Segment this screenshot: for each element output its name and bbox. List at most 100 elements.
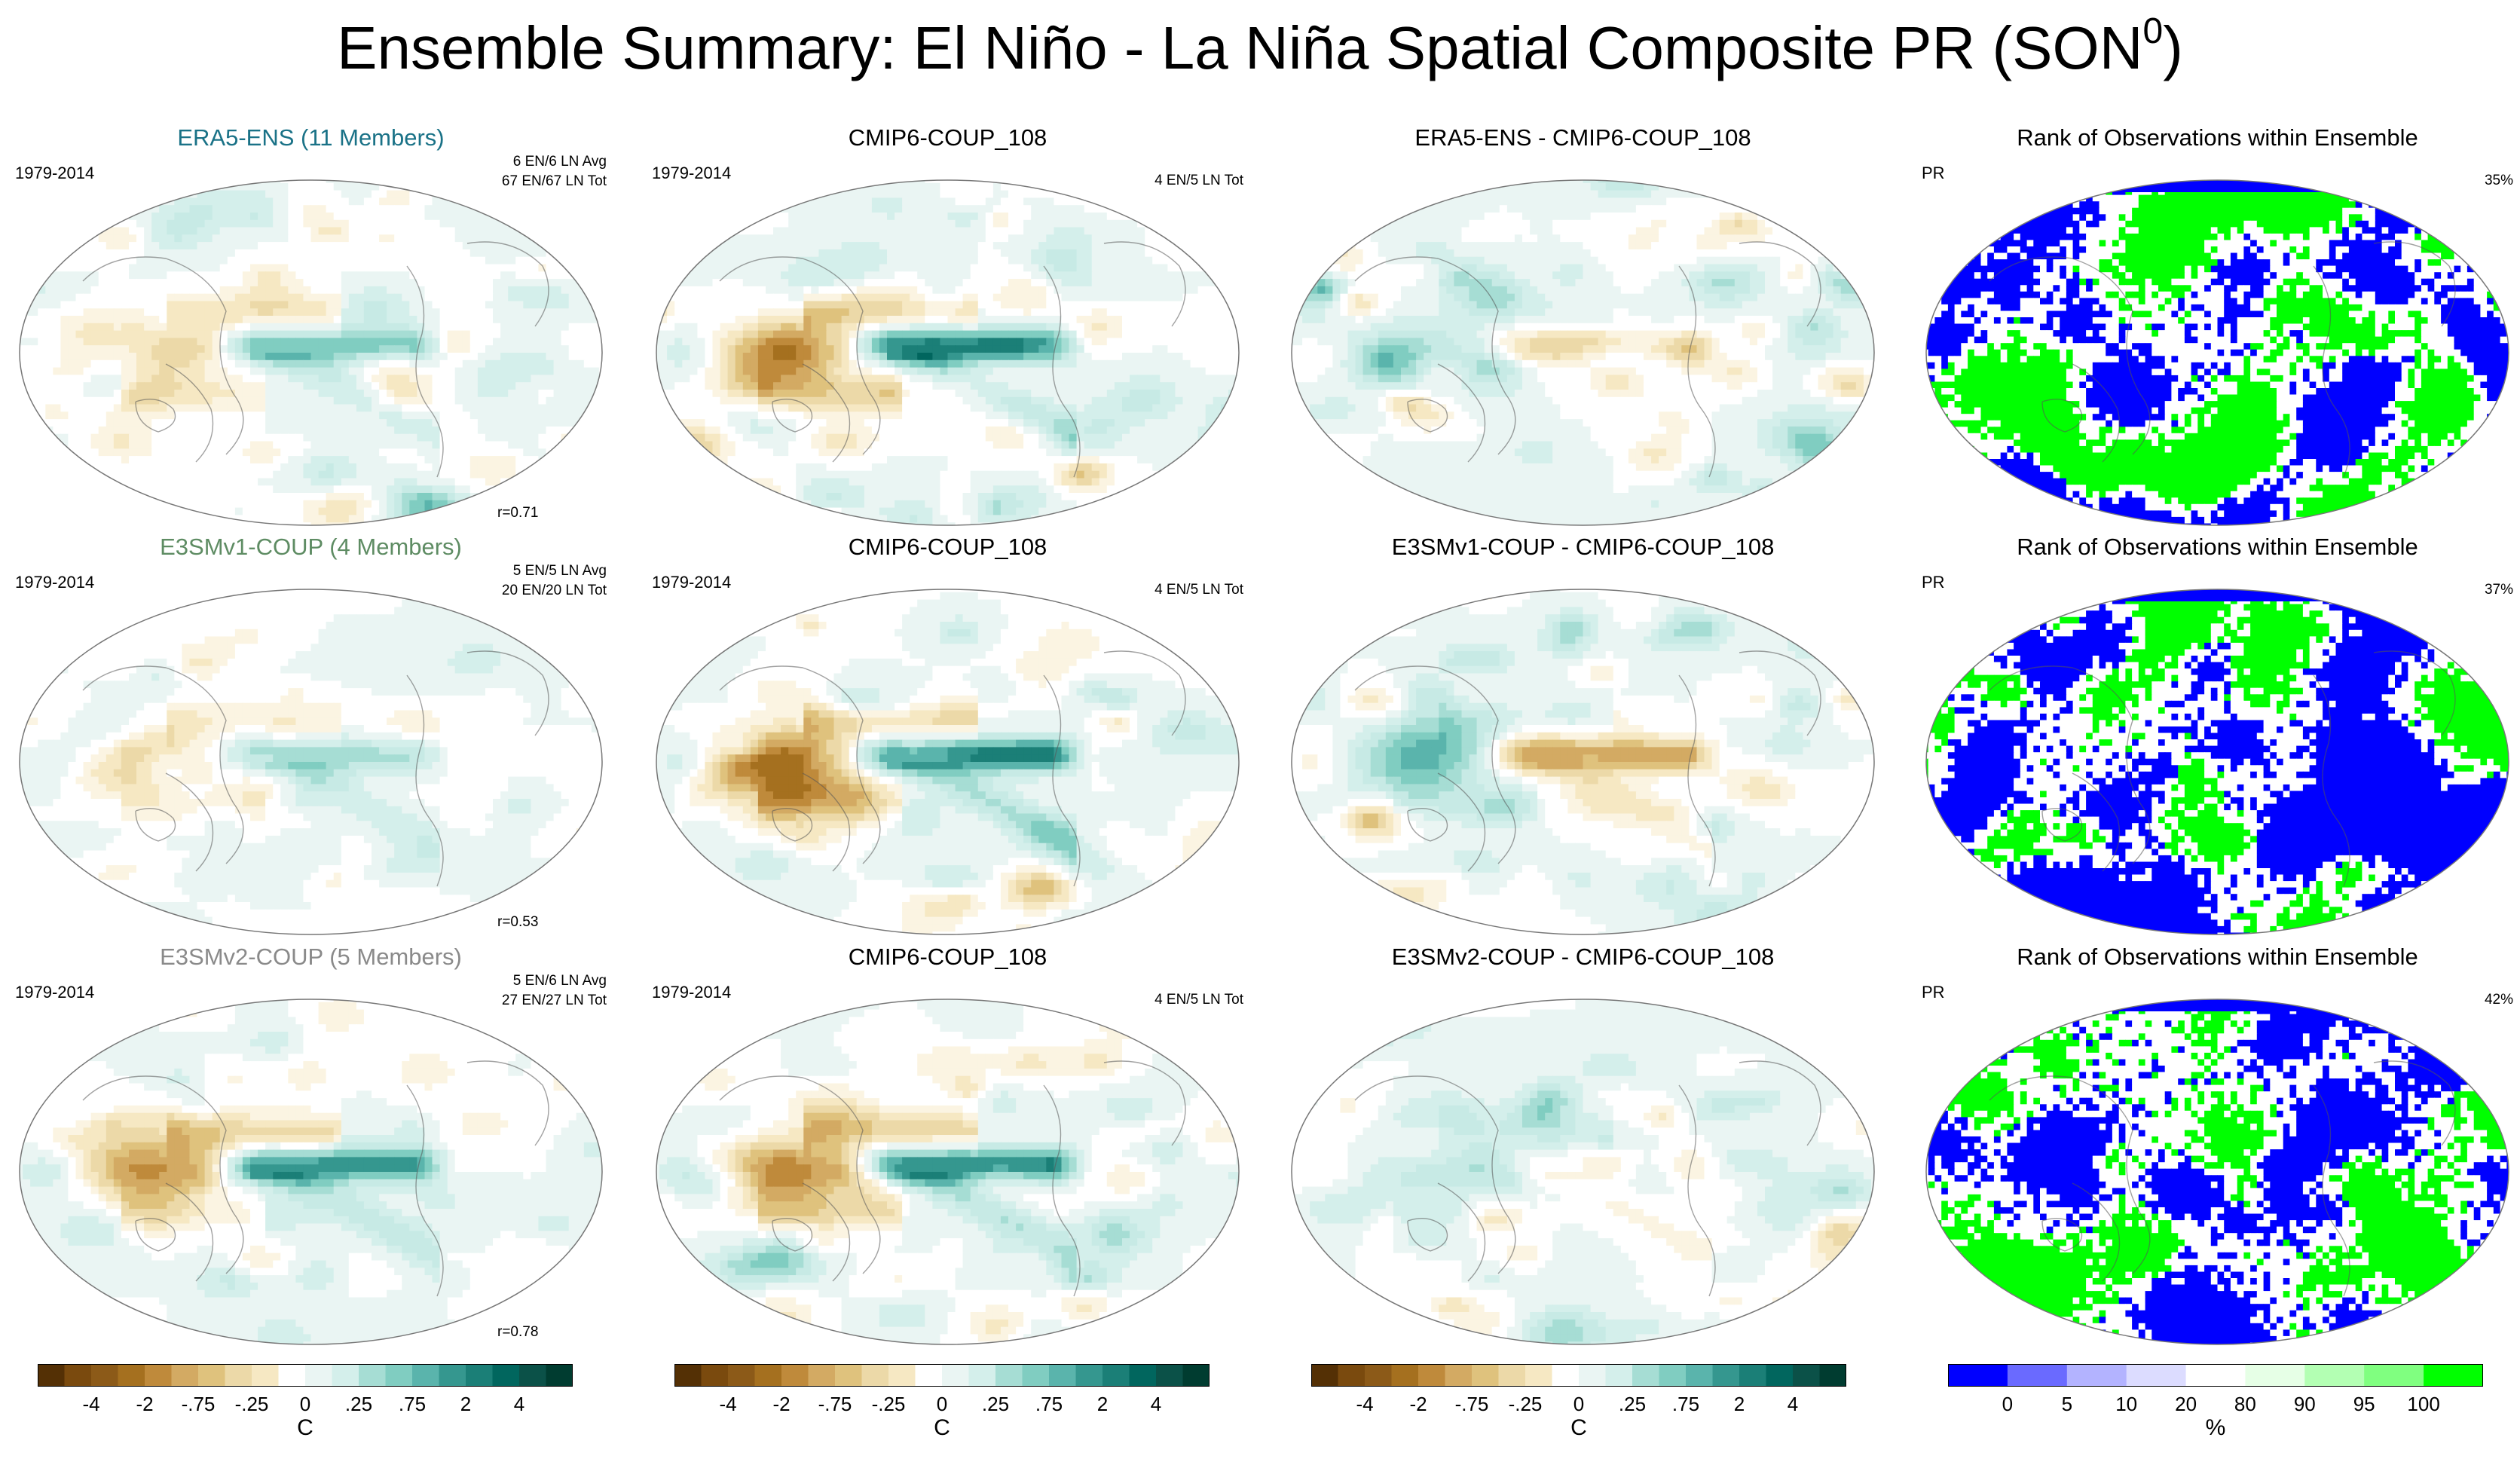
map-outline <box>1291 179 1875 526</box>
colorbar-swatches <box>38 1364 573 1387</box>
map-field <box>1926 589 2509 934</box>
panel-ensemble-info: 4 EN/5 LN Tot <box>1154 990 1243 1010</box>
colorbar-swatch <box>2364 1364 2424 1387</box>
colorbar: -4 -2 -.75 -.25 0 .25 .75 2 4 C <box>674 1364 1210 1447</box>
colorbar-tick-labels: 0 5 10 20 80 90 95 100 <box>1948 1393 2483 1423</box>
panel-ensemble-info: 42% <box>2485 990 2513 1010</box>
panel-period: PR <box>1922 573 1945 592</box>
map-outline <box>19 589 603 935</box>
colorbar-swatch <box>546 1364 573 1387</box>
colorbar-swatch <box>359 1364 386 1387</box>
info-line-2: 4 EN/5 LN Tot <box>1154 580 1243 600</box>
panel-title: Rank of Observations within Ensemble <box>1922 534 2513 561</box>
colorbar-swatch <box>1579 1364 1606 1387</box>
panel-title: E3SMv2-COUP - CMIP6-COUP_108 <box>1287 944 1879 971</box>
map-panel: E3SMv1-COUP (4 Members) 1979-2014 5 EN/5 L… <box>15 534 607 935</box>
rank-map <box>1925 999 2509 1345</box>
colorbar-tick: 4 <box>1151 1393 1161 1416</box>
info-line-2: 4 EN/5 LN Tot <box>1154 990 1243 1010</box>
panel-correlation: r=0.53 <box>497 914 538 931</box>
colorbar-tick: 95 <box>2353 1393 2375 1416</box>
colorbar-swatch <box>332 1364 359 1387</box>
colorbar-unit: C <box>934 1415 950 1441</box>
panel-ensemble-info: 35% <box>2485 171 2513 191</box>
colorbar-tick: 0 <box>937 1393 947 1416</box>
colorbar-swatches <box>674 1364 1210 1387</box>
coastlines <box>1989 241 2456 478</box>
colorbar-tick: 2 <box>1734 1393 1745 1416</box>
panel-correlation: r=0.71 <box>497 505 538 521</box>
colorbar-swatch <box>1102 1364 1130 1387</box>
colorbar-swatch <box>91 1364 118 1387</box>
panel-period: PR <box>1922 164 1945 183</box>
colorbar-swatch <box>915 1364 943 1387</box>
colorbar-swatch <box>519 1364 546 1387</box>
panel-period: PR <box>1922 983 1945 1002</box>
map-outline <box>1291 999 1875 1345</box>
colorbar-swatch <box>1766 1364 1794 1387</box>
colorbar-swatch <box>942 1364 969 1387</box>
colorbar-swatch <box>1365 1364 1392 1387</box>
map-panel: E3SMv2-COUP - CMIP6-COUP_108 <box>1287 944 1879 1345</box>
info-line-1: 6 EN/6 LN Avg <box>502 152 607 172</box>
composite-map <box>1291 589 1875 935</box>
map-field <box>20 999 602 1344</box>
colorbar-swatch <box>225 1364 252 1387</box>
colorbar-swatch <box>861 1364 889 1387</box>
colorbar-swatch <box>252 1364 279 1387</box>
colorbar-tick: 0 <box>300 1393 310 1416</box>
panel-title: ERA5-ENS (11 Members) <box>15 124 607 151</box>
composite-map <box>19 589 603 935</box>
composite-map <box>656 589 1240 935</box>
panel-period: 1979-2014 <box>652 164 731 183</box>
colorbar-tick: -2 <box>772 1393 790 1416</box>
colorbar-swatch <box>1819 1364 1847 1387</box>
colorbar-swatch <box>995 1364 1023 1387</box>
map-panel: Rank of Observations within Ensemble PR 37… <box>1922 534 2513 935</box>
map-panel: CMIP6-COUP_108 1979-2014 4 EN/5 LN Tot <box>652 534 1243 935</box>
colorbar-tick: 2 <box>1097 1393 1108 1416</box>
colorbar-tick: -.75 <box>182 1393 216 1416</box>
map-panel: Rank of Observations within Ensemble PR 35… <box>1922 124 2513 526</box>
colorbar-swatch <box>701 1364 729 1387</box>
colorbar-unit: % <box>2206 1415 2226 1441</box>
map-panel: CMIP6-COUP_108 1979-2014 4 EN/5 LN Tot <box>652 124 1243 526</box>
colorbar-swatch <box>2126 1364 2187 1387</box>
colorbar-swatch <box>728 1364 755 1387</box>
panel-ensemble-info: 4 EN/5 LN Tot <box>1154 171 1243 191</box>
map-outline <box>656 179 1240 526</box>
figure-title-text: Ensemble Summary: El Niño - La Niña Spat… <box>337 14 2142 81</box>
colorbar-swatch <box>118 1364 145 1387</box>
colorbar-tick: -4 <box>719 1393 736 1416</box>
colorbar: -4 -2 -.75 -.25 0 .25 .75 2 4 C <box>38 1364 573 1447</box>
colorbar-swatch <box>674 1364 702 1387</box>
colorbar: -4 -2 -.75 -.25 0 .25 .75 2 4 C <box>1311 1364 1847 1447</box>
info-line-2: 35% <box>2485 171 2513 191</box>
colorbar-tick: 0 <box>2002 1393 2013 1416</box>
colorbar-swatch <box>1632 1364 1659 1387</box>
colorbar-swatch <box>1793 1364 1820 1387</box>
map-field <box>1926 999 2509 1344</box>
composite-map <box>19 999 603 1345</box>
coastlines <box>719 650 1186 887</box>
panel-title: CMIP6-COUP_108 <box>652 124 1243 151</box>
colorbar-swatch <box>439 1364 466 1387</box>
coastlines <box>1989 1060 2456 1297</box>
colorbar-swatch <box>1712 1364 1740 1387</box>
colorbar-tick: -.75 <box>1455 1393 1489 1416</box>
colorbar-swatch <box>171 1364 199 1387</box>
colorbar-swatch <box>38 1364 65 1387</box>
colorbar-swatch <box>412 1364 439 1387</box>
colorbar-swatch <box>808 1364 836 1387</box>
colorbar: 0 5 10 20 80 90 95 100% <box>1948 1364 2484 1447</box>
colorbar-swatch <box>198 1364 225 1387</box>
coastlines <box>1354 241 1821 478</box>
coastlines <box>1354 1060 1821 1297</box>
colorbar-swatch <box>1472 1364 1499 1387</box>
colorbar-tick: -.25 <box>872 1393 906 1416</box>
colorbar-swatch <box>754 1364 782 1387</box>
colorbar-tick-labels: -4 -2 -.75 -.25 0 .25 .75 2 4 <box>674 1393 1210 1423</box>
info-line-2: 27 EN/27 LN Tot <box>502 991 607 1011</box>
colorbar-swatch <box>835 1364 862 1387</box>
map-panel: ERA5-ENS - CMIP6-COUP_108 <box>1287 124 1879 526</box>
